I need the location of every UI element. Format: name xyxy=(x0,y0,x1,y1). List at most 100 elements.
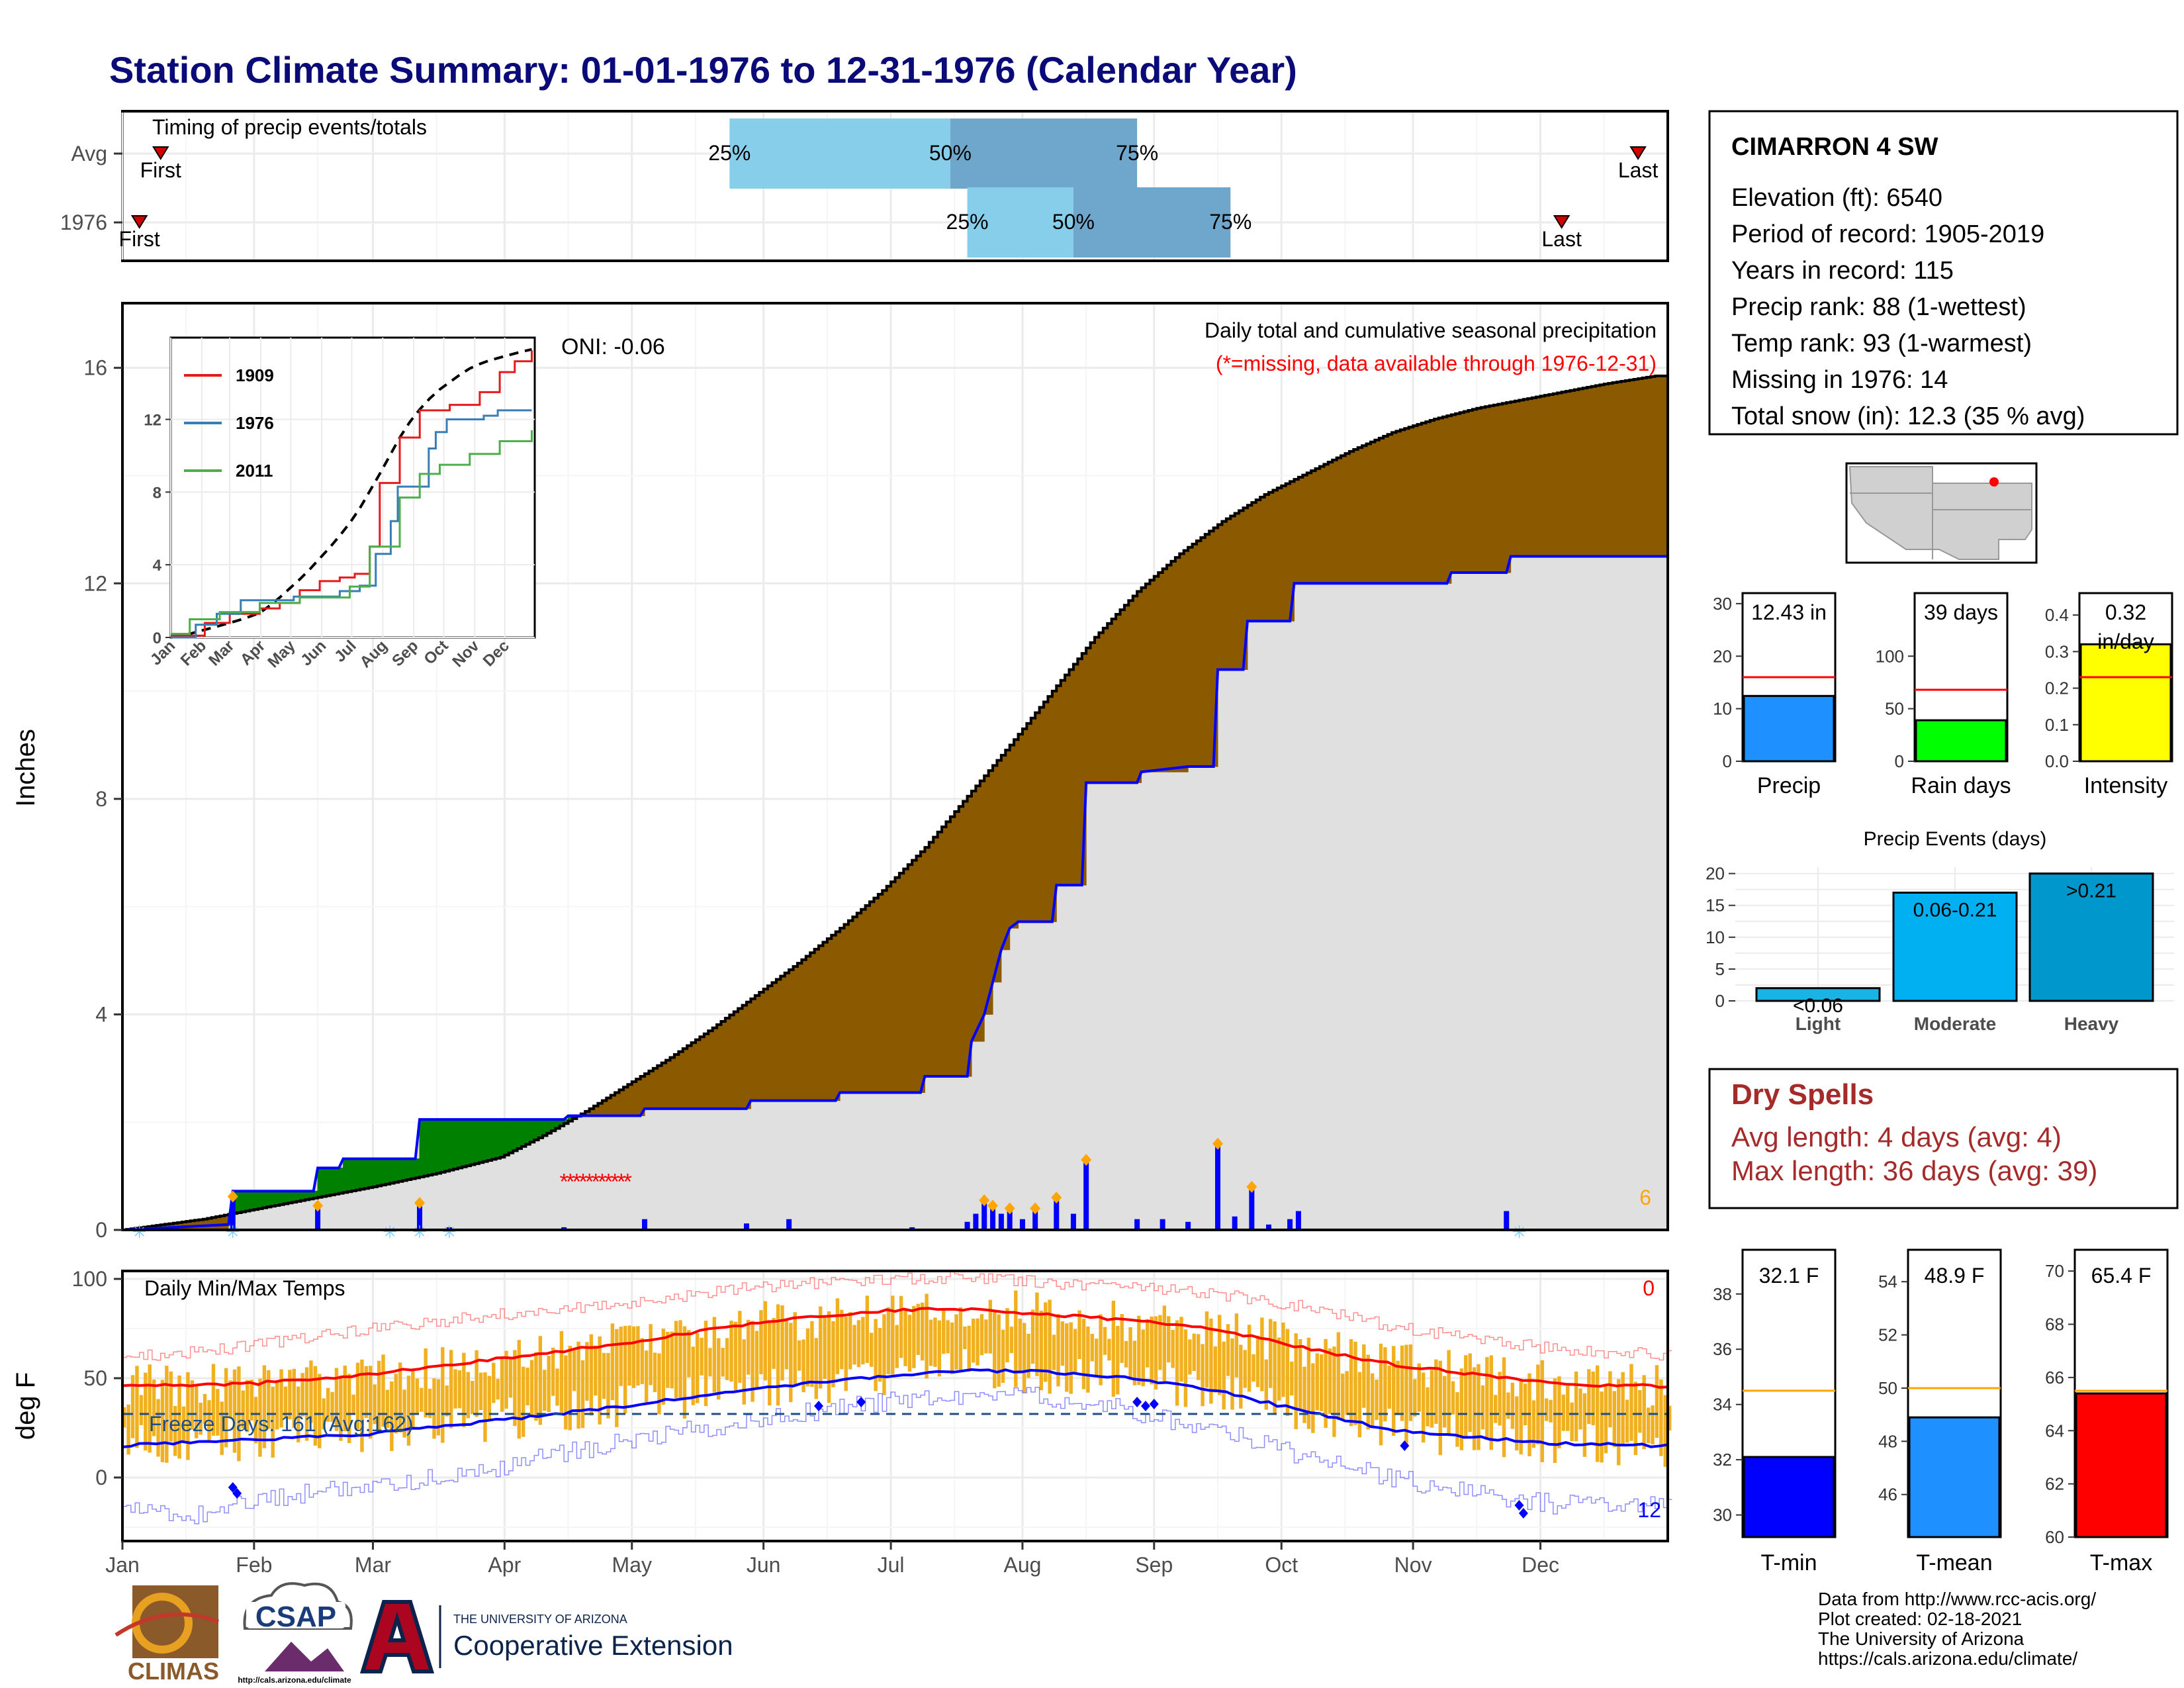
precip-daily-bar-4 xyxy=(561,1227,567,1230)
summary-category-label-1: Rain days xyxy=(1911,773,2011,798)
precip-daily-bar-15 xyxy=(1019,1219,1025,1230)
temp-summary-value-label-0: 32.1 F xyxy=(1759,1264,1819,1288)
inset-legend-label-1976: 1976 xyxy=(236,413,274,433)
precip-daily-bar-16 xyxy=(1032,1208,1038,1230)
timing-panel: 25% 50% 75% First Last Avg 25% 50% 75% First Last 1… xyxy=(60,110,1669,262)
precip-missing-marker: * xyxy=(560,1170,569,1195)
precip-snow-marker-0: ✳ xyxy=(132,1222,147,1242)
temp-summary-ytick-label-2-0: 60 xyxy=(2045,1527,2064,1547)
map-station-dot xyxy=(1989,477,1999,487)
temp-summary-ytick-label-0-2: 34 xyxy=(1713,1395,1732,1415)
temp-summary-ytick-label-0-3: 36 xyxy=(1713,1339,1732,1359)
temp-ytick-label-1: 50 xyxy=(83,1366,107,1390)
precip-observed-area xyxy=(122,556,1668,1230)
station-line-5: Missing in 1976: 14 xyxy=(1731,366,1948,394)
summary-ytick-label-1-1: 50 xyxy=(1885,699,1904,719)
precip-daily-bar-12 xyxy=(990,1205,996,1230)
climas-logo: CLIMAS xyxy=(114,1585,220,1685)
summary-value-unit-2: in/day xyxy=(2097,630,2154,653)
precip-daily-bar-26 xyxy=(1266,1224,1272,1230)
precip-record-marker-11 xyxy=(979,1194,990,1207)
timing-p75-label-0: 75% xyxy=(1116,141,1158,165)
precip-record-marker-23 xyxy=(1212,1137,1224,1150)
station-line-6: Total snow (in): 12.3 (35 % avg) xyxy=(1731,402,2085,430)
precip-ytick-label-2: 8 xyxy=(95,787,107,811)
temp-summary-ytick-label-2-4: 68 xyxy=(2045,1315,2064,1335)
x-tick-label-10: Nov xyxy=(1394,1553,1432,1577)
summary-value-label-2: 0.32 xyxy=(2105,600,2146,624)
csap-url: http://cals.arizona.edu/climate xyxy=(238,1675,351,1685)
temp-record-min-marker-4 xyxy=(1132,1397,1142,1407)
summary-ytick-label-2-3: 0.3 xyxy=(2045,641,2069,661)
dry-spells-box: Dry Spells Avg length: 4 days (avg: 4) M… xyxy=(1708,1068,2179,1209)
x-axis-months: Jan Feb Mar Apr May Jun Jul Aug Sep Oct Nov Dec xyxy=(105,1541,1559,1577)
precip-daily-bar-13 xyxy=(998,1213,1004,1230)
temp-summary-value-label-2: 65.4 F xyxy=(2091,1264,2152,1288)
location-map xyxy=(1845,462,2038,564)
temp-ytick-label-0: 0 xyxy=(95,1466,107,1489)
inset-ytick-label-2: 8 xyxy=(153,484,161,502)
summary-ytick-label-0-1: 10 xyxy=(1713,699,1732,719)
precip-ylabel: Inches xyxy=(11,729,40,807)
timing-p75-label-1: 75% xyxy=(1209,210,1251,234)
events-bar-2 xyxy=(2028,872,2154,1002)
precip-record-marker-1 xyxy=(312,1199,324,1212)
timing-first-label-0: First xyxy=(140,158,181,182)
timing-p25-label-0: 25% xyxy=(708,141,751,165)
events-ytick-label-3: 15 xyxy=(1706,896,1725,915)
precip-daily-bar-18 xyxy=(1070,1213,1076,1230)
events-ytick-label-2: 10 xyxy=(1706,927,1725,947)
station-line-3: Precip rank: 88 (1-wettest) xyxy=(1731,293,2026,321)
temp-title: Daily Min/Max Temps xyxy=(144,1276,345,1300)
precip-panel-frame xyxy=(121,302,1669,1231)
timing-box-25-50-0 xyxy=(729,118,950,189)
temp-summary-category-label-1: T-mean xyxy=(1916,1550,1992,1575)
precip-ytick-label-0: 0 xyxy=(95,1218,107,1242)
precip-ytick-label-1: 4 xyxy=(95,1002,107,1026)
station-line-0: Elevation (ft): 6540 xyxy=(1731,184,1942,212)
footer-line-2: The University of Arizona xyxy=(1818,1628,2025,1649)
climas-logo-swoosh xyxy=(114,1612,220,1637)
precip-snow-marker-3: ✳ xyxy=(442,1222,457,1242)
timing-label: Timing of precip events/totals xyxy=(152,115,427,139)
summary-ytick-label-1-0: 0 xyxy=(1895,751,1904,771)
temp-average-max-line xyxy=(122,1307,1668,1389)
precip-daily-bar-24 xyxy=(1232,1216,1238,1230)
inset-legend-label-1909: 1909 xyxy=(236,365,274,385)
precip-record-marker-19 xyxy=(1081,1154,1092,1166)
dry-spells-frame xyxy=(1708,1068,2179,1209)
freeze-days-label: Freeze Days: 161 (Avg:162) xyxy=(149,1412,414,1436)
summary-bar-0 xyxy=(1743,694,1835,763)
precip-ytick-label-4: 16 xyxy=(83,356,107,380)
csap-label-bg xyxy=(246,1602,345,1628)
x-tick-label-11: Dec xyxy=(1522,1553,1559,1577)
dry-spells-max: Max length: 36 days (avg: 39) xyxy=(1731,1155,2097,1186)
timing-first-marker-1 xyxy=(130,215,148,229)
summary-category-label-0: Precip xyxy=(1757,773,1821,798)
temp-record-min-marker-2 xyxy=(814,1401,824,1411)
summary-ytick-label-2-4: 0.4 xyxy=(2045,605,2069,625)
temp-record-min-marker-0 xyxy=(228,1482,238,1493)
temp-summary-ytick-label-1-2: 50 xyxy=(1878,1378,1897,1398)
summary-ytick-label-0-0: 0 xyxy=(1723,751,1732,771)
inset-ytick-label-1: 4 xyxy=(153,557,162,575)
precip-daily-bar-1 xyxy=(315,1205,321,1230)
timing-last-marker-1 xyxy=(1553,215,1570,229)
inset-ytick-label-0: 0 xyxy=(153,630,161,647)
summary-bar-1 xyxy=(1915,719,2007,763)
summary-value-label-0: 12.43 in xyxy=(1751,600,1827,624)
inset-series-line-2011 xyxy=(171,430,533,635)
events-ytick-label-0: 0 xyxy=(1715,991,1725,1011)
timing-box-25-50-1 xyxy=(967,187,1073,258)
precip-snow-marker-5: ✳ xyxy=(1512,1222,1527,1242)
ua-block-a xyxy=(359,1600,435,1673)
timing-first-label-1: First xyxy=(119,227,160,251)
ua-logo: THE UNIVERSITY OF ARIZONA Cooperative Ex… xyxy=(359,1600,733,1673)
temp-panel: 0 50 100 deg F Daily Min/Max Temps Freeze … xyxy=(11,1267,1672,1542)
precip-daily-bar-5 xyxy=(642,1219,648,1230)
timing-p50-label-0: 50% xyxy=(929,141,972,165)
page-title: Station Climate Summary: 01-01-1976 to 1… xyxy=(109,49,1297,91)
precip-daily-bar-6 xyxy=(743,1223,749,1230)
precip-missing-marker: * xyxy=(566,1170,574,1195)
